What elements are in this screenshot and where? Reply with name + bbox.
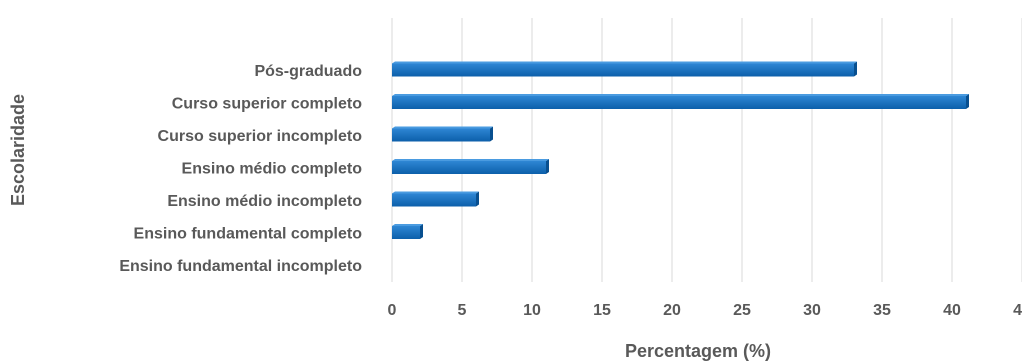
x-tick-label: 40	[943, 302, 961, 319]
x-tick-labels: 0 5 10 15 20 25 30 35 40 45	[388, 302, 1022, 319]
bar	[392, 159, 549, 174]
bar	[392, 94, 969, 109]
x-tick-label: 0	[388, 302, 397, 319]
x-tick-label: 5	[458, 302, 467, 319]
category-label: Ensino médio incompleto	[167, 193, 362, 210]
category-label: Ensino fundamental incompleto	[119, 258, 362, 275]
category-labels: Pós-graduado Curso superior completo Curso…	[119, 63, 362, 275]
bars	[392, 61, 969, 239]
bar	[392, 224, 423, 239]
x-tick-label: 10	[523, 302, 541, 319]
bar	[392, 191, 479, 207]
bar	[392, 61, 857, 77]
x-axis-title: Percentagem (%)	[625, 341, 771, 361]
category-label: Curso superior incompleto	[158, 128, 363, 145]
x-tick-label: 35	[873, 302, 891, 319]
x-tick-label: 15	[593, 302, 611, 319]
x-tick-label: 45	[1013, 302, 1022, 319]
category-label: Pós-graduado	[254, 63, 362, 80]
x-tick-label: 20	[663, 302, 681, 319]
bar	[392, 126, 493, 142]
x-tick-label: 25	[733, 302, 751, 319]
y-axis-title: Escolaridade	[8, 94, 28, 206]
x-tick-label: 30	[803, 302, 821, 319]
gridlines	[391, 18, 1022, 282]
category-label: Curso superior completo	[172, 96, 362, 113]
category-label: Ensino médio completo	[182, 161, 363, 178]
category-label: Ensino fundamental completo	[134, 226, 363, 243]
